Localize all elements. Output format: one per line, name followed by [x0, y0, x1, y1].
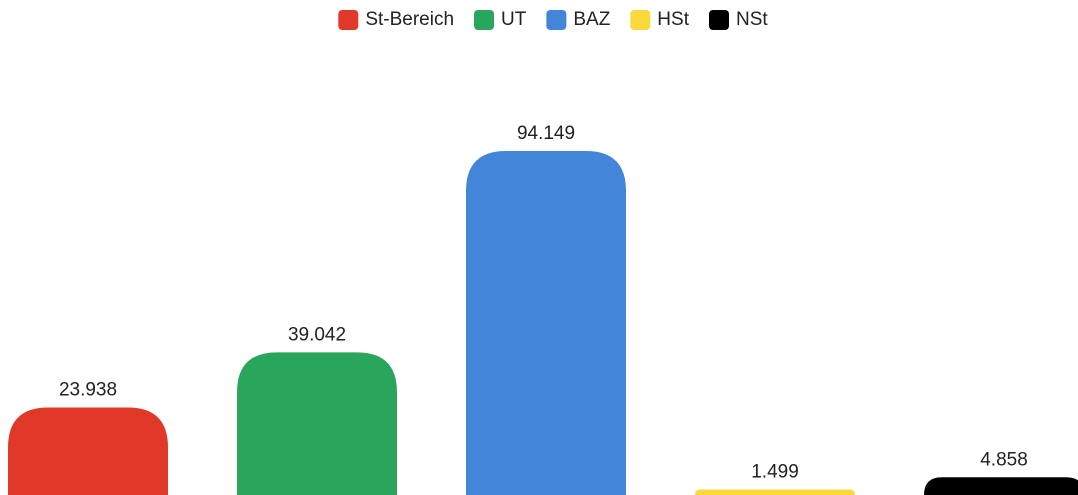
- legend-label: UT: [501, 9, 527, 30]
- value-label: 23.938: [59, 380, 117, 401]
- bar: [695, 489, 855, 495]
- legend-swatch: [546, 10, 567, 30]
- value-label: 39.042: [288, 324, 346, 345]
- bar: [924, 477, 1078, 495]
- value-label: 94.149: [517, 123, 575, 144]
- legend-swatch: [474, 10, 495, 30]
- value-label: 1.499: [751, 462, 799, 483]
- legend-label: NSt: [736, 9, 768, 30]
- bar: [237, 352, 397, 495]
- value-label: 4.858: [980, 449, 1028, 470]
- legend-label: HSt: [657, 9, 689, 30]
- legend-swatch: [630, 10, 651, 30]
- legend-swatch: [708, 10, 729, 30]
- legend-label: St-Bereich: [365, 9, 454, 30]
- bar: [466, 151, 626, 495]
- bar: [8, 407, 168, 495]
- legend-label: BAZ: [573, 9, 610, 30]
- legend-swatch: [338, 10, 359, 30]
